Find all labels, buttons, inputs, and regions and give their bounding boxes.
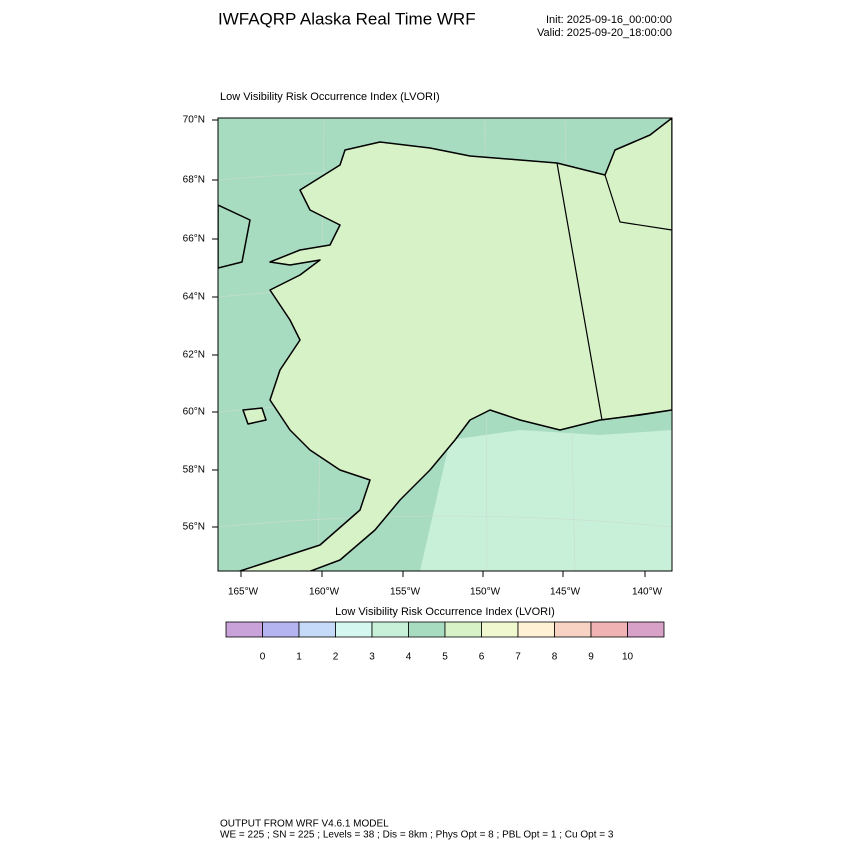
map-title: Low Visibility Risk Occurrence Index (LV…	[220, 91, 440, 103]
title: IWFAQRP Alaska Real Time WRF	[218, 9, 476, 28]
lat-label: 70°N	[183, 115, 205, 126]
lat-label: 56°N	[183, 522, 205, 533]
axis-labels: 70°N 68°N 66°N 64°N 62°N 60°N 58°N 56°N 165°W 160…	[183, 115, 663, 598]
footer-line: OUTPUT FROM WRF V4.6.1 MODEL	[220, 819, 389, 830]
colorbar-box	[335, 621, 373, 638]
border	[604, 174, 672, 231]
colorbar-label: Low Visibility Risk Occurrence Index (LV…	[335, 606, 555, 618]
colorbar-box	[444, 621, 482, 638]
colorbar: 0 1 2 3 4 5 6 7 8 9 10	[225, 621, 665, 663]
lon-label: 160°W	[309, 587, 340, 598]
border	[556, 162, 672, 421]
lat-label: 60°N	[183, 407, 205, 418]
colorbar-box	[262, 621, 300, 638]
init-time: Init: 2025-09-16_00:00:00	[546, 14, 672, 26]
colorbar-tick-label: 1	[296, 652, 302, 663]
colorbar-tick-label: 8	[552, 652, 558, 663]
colorbar-box	[481, 621, 519, 638]
colorbar-box	[590, 621, 628, 638]
island	[243, 408, 266, 424]
colorbar-box	[627, 621, 665, 638]
ocean-gulf	[420, 430, 672, 571]
colorbar-tick-label: 9	[588, 652, 594, 663]
colorbar-box	[517, 621, 555, 638]
lat-label: 68°N	[183, 175, 205, 186]
colorbar-box	[225, 621, 263, 638]
lon-label: 155°W	[390, 587, 421, 598]
lon-label: 165°W	[228, 587, 259, 598]
colorbar-tick-label: 2	[333, 652, 339, 663]
lon-label: 145°W	[550, 587, 581, 598]
colorbar-tick-label: 4	[406, 652, 412, 663]
colorbar-tick-label: 5	[442, 652, 448, 663]
lon-label: 150°W	[470, 587, 501, 598]
russia	[218, 205, 250, 268]
colorbar-tick-label: 7	[515, 652, 521, 663]
colorbar-box	[408, 621, 446, 638]
lat-label: 62°N	[183, 350, 205, 361]
lat-label: 58°N	[183, 465, 205, 476]
lat-label: 66°N	[183, 234, 205, 245]
valid-time: Valid: 2025-09-20_18:00:00	[537, 27, 672, 39]
map	[218, 118, 672, 571]
coastline	[218, 204, 251, 269]
footer-line: WE = 225 ; SN = 225 ; Levels = 38 ; Dis …	[220, 830, 614, 841]
colorbar-tick-label: 10	[622, 652, 634, 663]
colorbar-box	[554, 621, 592, 638]
colorbar-box	[298, 621, 336, 638]
colorbar-tick-label: 3	[369, 652, 375, 663]
colorbar-tick-label: 6	[479, 652, 485, 663]
colorbar-box	[371, 621, 409, 638]
map-frame	[217, 117, 673, 572]
coastline	[242, 407, 267, 425]
lon-label: 140°W	[632, 587, 663, 598]
lat-label: 64°N	[183, 292, 205, 303]
colorbar-tick-label: 0	[260, 652, 266, 663]
